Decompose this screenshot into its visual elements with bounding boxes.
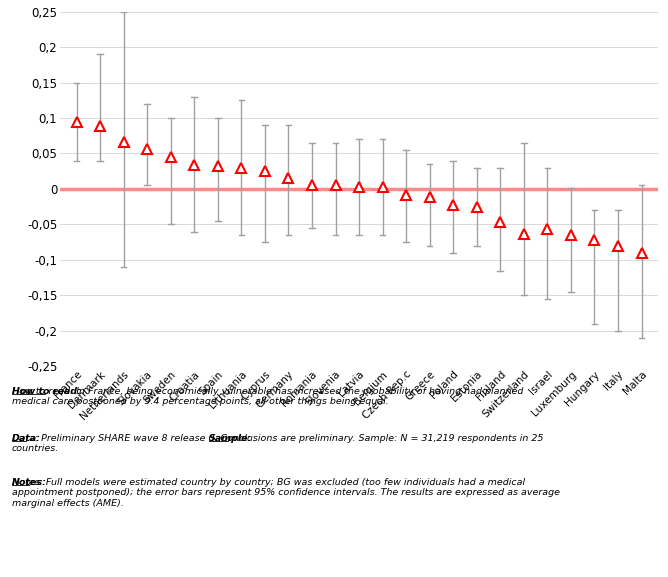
Text: Sample:: Sample: [209, 434, 253, 443]
Text: How to read:: How to read: [12, 387, 81, 396]
Text: How to read: In France, being economically vulnerable has increased the probabil: How to read: In France, being economical… [12, 387, 524, 406]
Text: Notes: Full models were estimated country by country; BG was excluded (too few i: Notes: Full models were estimated countr… [12, 478, 560, 508]
Text: Notes:: Notes: [12, 478, 47, 487]
Text: Data: Preliminary SHARE wave 8 release 0. Conclusions are preliminary. Sample: N: Data: Preliminary SHARE wave 8 release 0… [12, 434, 543, 454]
Text: Data:: Data: [12, 434, 41, 443]
